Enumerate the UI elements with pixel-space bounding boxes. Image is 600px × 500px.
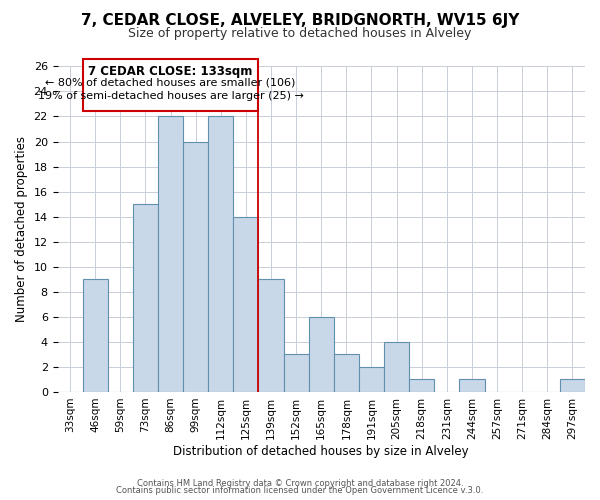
Text: ← 80% of detached houses are smaller (106): ← 80% of detached houses are smaller (10… (46, 78, 296, 88)
FancyBboxPatch shape (83, 59, 259, 112)
Bar (208, 116, 233, 392)
Bar (409, 380, 434, 392)
Bar (284, 354, 309, 392)
Bar (309, 317, 334, 392)
Text: Contains public sector information licensed under the Open Government Licence v.: Contains public sector information licen… (116, 486, 484, 495)
Bar (158, 116, 183, 392)
Bar (183, 142, 208, 392)
Text: Size of property relative to detached houses in Alveley: Size of property relative to detached ho… (128, 28, 472, 40)
Bar (233, 216, 259, 392)
Text: 19% of semi-detached houses are larger (25) →: 19% of semi-detached houses are larger (… (38, 91, 304, 101)
Bar (560, 380, 585, 392)
Text: 7, CEDAR CLOSE, ALVELEY, BRIDGNORTH, WV15 6JY: 7, CEDAR CLOSE, ALVELEY, BRIDGNORTH, WV1… (81, 12, 519, 28)
Bar (334, 354, 359, 392)
Text: 7 CEDAR CLOSE: 133sqm: 7 CEDAR CLOSE: 133sqm (88, 64, 253, 78)
Y-axis label: Number of detached properties: Number of detached properties (15, 136, 28, 322)
Bar (83, 280, 108, 392)
Bar (359, 367, 384, 392)
Bar (460, 380, 485, 392)
X-axis label: Distribution of detached houses by size in Alveley: Distribution of detached houses by size … (173, 444, 469, 458)
Bar (259, 280, 284, 392)
Bar (133, 204, 158, 392)
Text: Contains HM Land Registry data © Crown copyright and database right 2024.: Contains HM Land Registry data © Crown c… (137, 478, 463, 488)
Bar (384, 342, 409, 392)
